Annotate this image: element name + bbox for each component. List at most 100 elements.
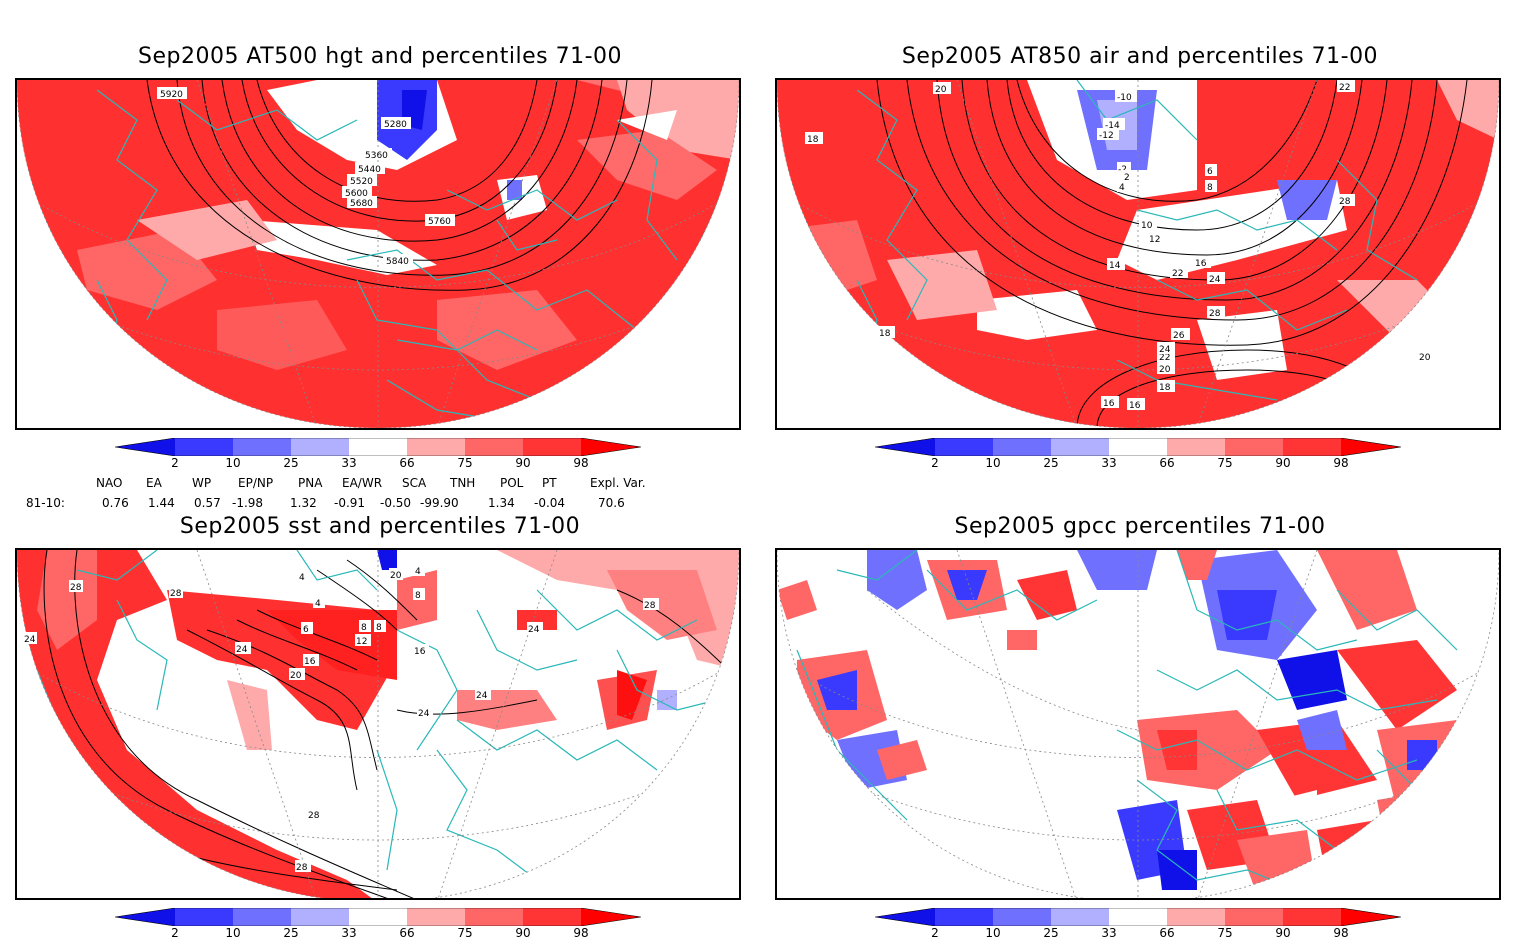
colorbar-tick-label: 75	[1217, 926, 1233, 940]
colorbar-segment	[1341, 438, 1401, 456]
colorbar-panel-1: 2 10 25 33 66 75 90 98	[114, 437, 642, 474]
colorbar-segment	[465, 438, 523, 456]
tc-value: 1.44	[148, 496, 175, 510]
tc-header: PT	[542, 476, 557, 490]
colorbar-segment	[349, 908, 407, 926]
contour-label: 12	[356, 637, 367, 647]
contour-label: 28	[70, 583, 82, 593]
tc-value: -1.98	[232, 496, 264, 510]
contour-label: 22	[1339, 83, 1350, 93]
colorbar-segment	[523, 908, 581, 926]
colorbar-tick-label: 66	[399, 926, 415, 940]
contour-label: 8	[1207, 183, 1213, 193]
contour-label: 28	[296, 863, 308, 873]
contour-label: 5680	[350, 199, 373, 209]
colorbar-tick-label: 33	[1101, 456, 1117, 470]
colorbar-segment	[291, 908, 349, 926]
colorbar-segment	[1109, 908, 1167, 926]
contour-label: 16	[414, 647, 426, 657]
contour-label: -14	[1105, 121, 1120, 131]
contour-label: 5760	[428, 217, 451, 227]
colorbar-segment	[1341, 908, 1401, 926]
panel-2-title: Sep2005 AT850 air and percentiles 71-00	[901, 44, 1379, 69]
colorbar-tick-label: 25	[283, 926, 299, 940]
contour-label: 10	[1141, 221, 1153, 231]
contour-label: 5520	[350, 177, 373, 187]
contour-label: 28	[644, 601, 656, 611]
panel-1-map: 5920 5280 5360 5440 5520 5600 5680 5760 …	[15, 78, 741, 430]
contour-label: 16	[304, 657, 316, 667]
panel-3-map: 28 24 28 4 4 20 4 8 6 8 8 12 16 16 24 20…	[15, 548, 741, 900]
colorbar-tick-label: 33	[1101, 926, 1117, 940]
tc-header: WP	[192, 476, 212, 490]
contour-label: 6	[303, 625, 309, 635]
colorbar-segment	[935, 438, 993, 456]
contour-label: 12	[1149, 235, 1160, 245]
tc-header: NAO	[96, 476, 123, 490]
teleconnection-indices: NAO EA WP EP/NP PNA EA/WR SCA TNH POL PT…	[20, 474, 720, 514]
panel-2-map: 20 18 -10 -14 -12 -2 2 4 6 8 10 12 14 16…	[775, 78, 1501, 430]
contour-label: 26	[1173, 331, 1185, 341]
colorbar-tick-label: 25	[1043, 456, 1059, 470]
tc-value: -0.50	[380, 496, 412, 510]
tc-header: Expl. Var.	[590, 476, 646, 490]
contour-label: 24	[476, 691, 488, 701]
colorbar-segment	[935, 908, 993, 926]
colorbar-tick-label: 98	[573, 926, 589, 940]
contour-label: 5440	[358, 165, 381, 175]
colorbar-segment	[581, 438, 641, 456]
contour-label: 24	[236, 645, 248, 655]
colorbar-segment	[993, 908, 1051, 926]
tc-value: -99.90	[420, 496, 459, 510]
colorbar-segment	[233, 908, 291, 926]
contour-label: 16	[1195, 259, 1207, 269]
colorbar-segment	[1051, 908, 1109, 926]
contour-label: 5280	[384, 120, 407, 130]
colorbar-tick-label: 98	[573, 456, 589, 470]
colorbar-segment	[1225, 438, 1283, 456]
tc-header: SCA	[402, 476, 427, 490]
contour-label: 14	[1109, 261, 1121, 271]
contour-label: 20	[1159, 365, 1171, 375]
colorbar-segment	[465, 908, 523, 926]
contour-label: 22	[1172, 269, 1183, 279]
colorbar-tick-label: 66	[1159, 456, 1175, 470]
tc-value: 0.57	[194, 496, 221, 510]
colorbar-tick-label: 90	[1275, 926, 1291, 940]
contour-label: 20	[390, 571, 402, 581]
colorbar-tick-label: 10	[985, 456, 1001, 470]
colorbar-tick-label: 2	[171, 456, 179, 470]
panel-1-title: Sep2005 AT500 hgt and percentiles 71-00	[137, 44, 623, 69]
colorbar-tick-label: 33	[341, 456, 357, 470]
contour-label: 18	[1159, 383, 1171, 393]
colorbar-segment	[115, 908, 175, 926]
colorbar-tick-label: 90	[1275, 456, 1291, 470]
colorbar-segment	[1109, 438, 1167, 456]
colorbar-tick-label: 75	[1217, 456, 1233, 470]
colorbar-segment	[1283, 438, 1341, 456]
colorbar-tick-label: 10	[985, 926, 1001, 940]
tc-value: 70.6	[598, 496, 625, 510]
contour-label: 24	[418, 709, 430, 719]
colorbar-tick-label: 33	[341, 926, 357, 940]
contour-label: 28	[1209, 309, 1221, 319]
tc-header: PNA	[298, 476, 323, 490]
colorbar-tick-label: 98	[1333, 926, 1349, 940]
contour-label: 24	[528, 625, 540, 635]
contour-label: 2	[1124, 173, 1130, 183]
colorbar-tick-label: 66	[1159, 926, 1175, 940]
contour-label: 16	[1103, 399, 1115, 409]
colorbar-panel-4: 2 10 25 33 66 75 90 98	[874, 907, 1402, 944]
colorbar-tick-label: 2	[931, 456, 939, 470]
contour-label: 24	[24, 635, 36, 645]
contour-label: 4	[1119, 183, 1125, 193]
colorbar-tick-label: 90	[515, 456, 531, 470]
tc-header: EA/WR	[342, 476, 383, 490]
colorbar-segment	[407, 908, 465, 926]
colorbar-segment	[1167, 908, 1225, 926]
colorbar-segment	[175, 908, 233, 926]
contour-label: 28	[1339, 197, 1351, 207]
panel-4-map	[775, 548, 1501, 900]
colorbar-segment	[993, 438, 1051, 456]
contour-label: 6	[1207, 167, 1213, 177]
